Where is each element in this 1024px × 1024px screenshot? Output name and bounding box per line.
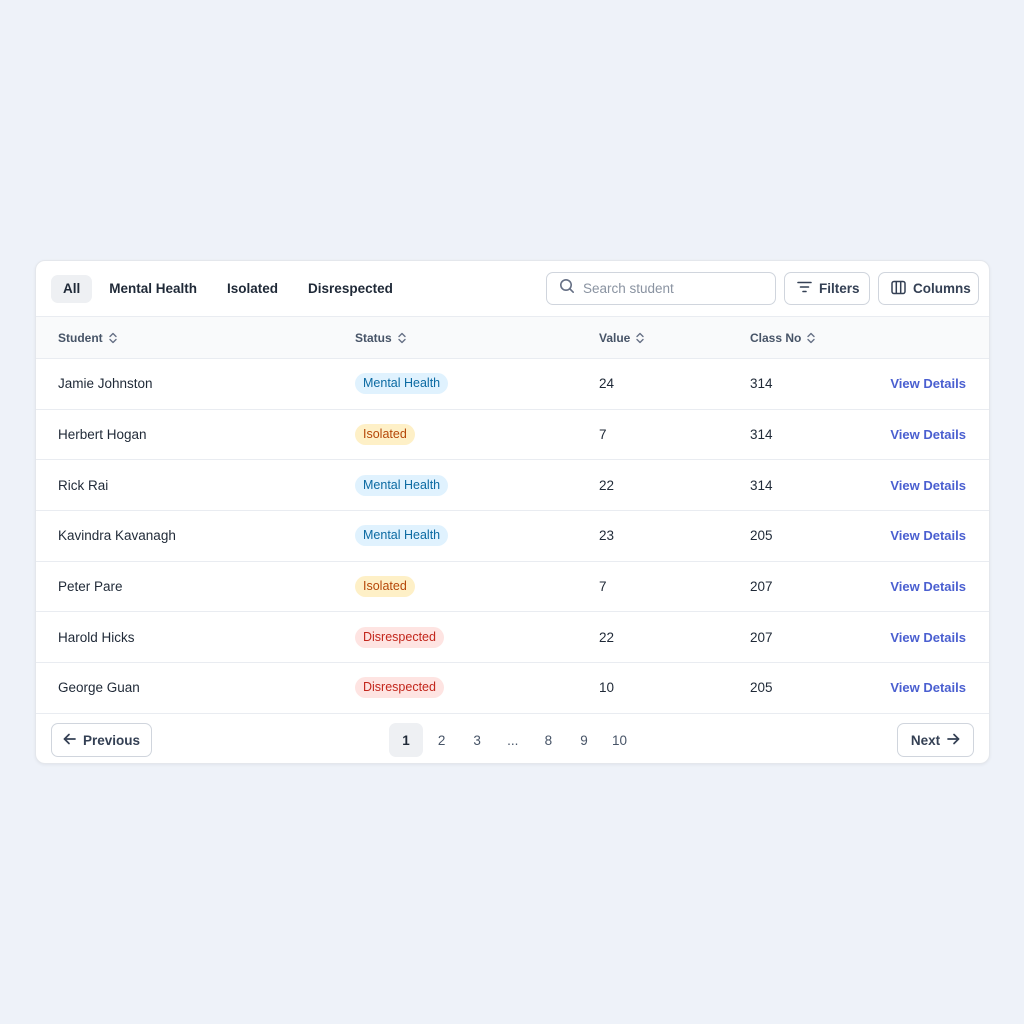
page-10[interactable]: 10 xyxy=(612,732,628,748)
value-cell: 24 xyxy=(599,376,615,392)
search-box xyxy=(546,272,776,305)
table-row: Herbert Hogan Isolated 7 314 View Detail… xyxy=(36,410,989,461)
page-8[interactable]: 8 xyxy=(544,732,553,748)
table-row: Kavindra Kavanagh Mental Health 23 205 V… xyxy=(36,511,989,562)
table-toolbar: All Mental Health Isolated Disrespected … xyxy=(36,261,989,317)
view-details-link[interactable]: View Details xyxy=(890,579,966,595)
column-header-status[interactable]: Status xyxy=(355,317,406,359)
status-badge: Disrespected xyxy=(355,626,444,648)
sort-icon xyxy=(108,332,117,344)
view-details-link[interactable]: View Details xyxy=(890,376,966,392)
view-details-link[interactable]: View Details xyxy=(890,629,966,645)
class-no-cell: 207 xyxy=(750,629,773,645)
page-3[interactable]: 3 xyxy=(473,732,481,748)
view-details-link[interactable]: View Details xyxy=(890,680,966,696)
page-numbers: 1 2 3 ... 8 9 10 xyxy=(389,723,638,757)
page-1[interactable]: 1 xyxy=(389,723,423,757)
column-header-student[interactable]: Student xyxy=(58,317,117,359)
class-no-cell: 314 xyxy=(750,477,773,493)
arrow-right-icon xyxy=(940,733,960,748)
table-row: Rick Rai Mental Health 22 314 View Detai… xyxy=(36,460,989,512)
view-details-link[interactable]: View Details xyxy=(890,427,966,443)
sort-icon xyxy=(636,332,645,344)
value-cell: 10 xyxy=(599,680,615,696)
pagination: Previous 1 2 3 ... 8 9 10 Next xyxy=(36,714,989,763)
value-cell: 7 xyxy=(599,427,607,443)
previous-label: Previous xyxy=(82,732,141,748)
student-name: Kavindra Kavanagh xyxy=(58,528,176,544)
previous-button[interactable]: Previous xyxy=(51,723,152,757)
page-ellipsis: ... xyxy=(507,732,519,748)
status-badge: Mental Health xyxy=(355,525,449,547)
page-2[interactable]: 2 xyxy=(437,732,446,748)
status-badge: Mental Health xyxy=(355,373,449,395)
value-cell: 23 xyxy=(599,528,615,544)
tab-mental-health[interactable]: Mental Health xyxy=(109,281,198,296)
view-details-link[interactable]: View Details xyxy=(890,528,966,544)
value-cell: 7 xyxy=(599,579,607,595)
student-name: Jamie Johnston xyxy=(58,376,153,392)
status-badge: Isolated xyxy=(355,576,415,598)
class-no-cell: 207 xyxy=(750,579,773,595)
columns-label: Columns xyxy=(913,281,971,296)
arrow-left-icon xyxy=(63,733,83,748)
column-header-class-no[interactable]: Class No xyxy=(750,317,816,359)
next-label: Next xyxy=(910,732,941,748)
column-header-label: Student xyxy=(58,331,103,345)
search-icon xyxy=(559,278,575,299)
student-name: Rick Rai xyxy=(58,477,109,493)
tab-isolated[interactable]: Isolated xyxy=(227,281,279,296)
tab-disrespected[interactable]: Disrespected xyxy=(308,281,393,296)
status-badge: Isolated xyxy=(355,424,415,446)
sort-icon xyxy=(397,332,406,344)
filter-icon xyxy=(797,281,819,296)
students-table-card: All Mental Health Isolated Disrespected … xyxy=(35,260,990,764)
view-details-link[interactable]: View Details xyxy=(890,477,966,493)
columns-icon xyxy=(891,280,913,298)
student-name: Herbert Hogan xyxy=(58,427,147,443)
student-name: George Guan xyxy=(58,680,140,696)
status-badge: Disrespected xyxy=(355,677,444,699)
table-row: Peter Pare Isolated 7 207 View Details xyxy=(36,562,989,613)
class-no-cell: 314 xyxy=(750,376,773,392)
status-badge: Mental Health xyxy=(355,474,449,496)
table-row: Jamie Johnston Mental Health 24 314 View… xyxy=(36,359,989,410)
search-input[interactable] xyxy=(583,281,773,296)
class-no-cell: 314 xyxy=(750,427,773,443)
next-button[interactable]: Next xyxy=(897,723,974,757)
column-header-label: Value xyxy=(599,331,631,345)
value-cell: 22 xyxy=(599,629,615,645)
class-no-cell: 205 xyxy=(750,680,773,696)
column-header-value[interactable]: Value xyxy=(599,317,645,359)
class-no-cell: 205 xyxy=(750,528,773,544)
filters-label: Filters xyxy=(819,281,860,296)
value-cell: 22 xyxy=(599,477,615,493)
student-name: Peter Pare xyxy=(58,579,123,595)
columns-button[interactable]: Columns xyxy=(878,272,979,305)
sort-icon xyxy=(807,332,816,344)
table-header: Student Status Value Class No xyxy=(36,317,989,359)
table-row: George Guan Disrespected 10 205 View Det… xyxy=(36,663,989,714)
page-9[interactable]: 9 xyxy=(580,732,588,748)
filter-tabs: All Mental Health Isolated Disrespected xyxy=(51,275,408,303)
table-row: Harold Hicks Disrespected 22 207 View De… xyxy=(36,612,989,664)
column-header-label: Status xyxy=(355,331,392,345)
student-name: Harold Hicks xyxy=(58,629,135,645)
table-body: Jamie Johnston Mental Health 24 314 View… xyxy=(36,359,989,714)
filters-button[interactable]: Filters xyxy=(784,272,870,305)
column-header-label: Class No xyxy=(750,331,802,345)
tab-all[interactable]: All xyxy=(51,275,93,303)
